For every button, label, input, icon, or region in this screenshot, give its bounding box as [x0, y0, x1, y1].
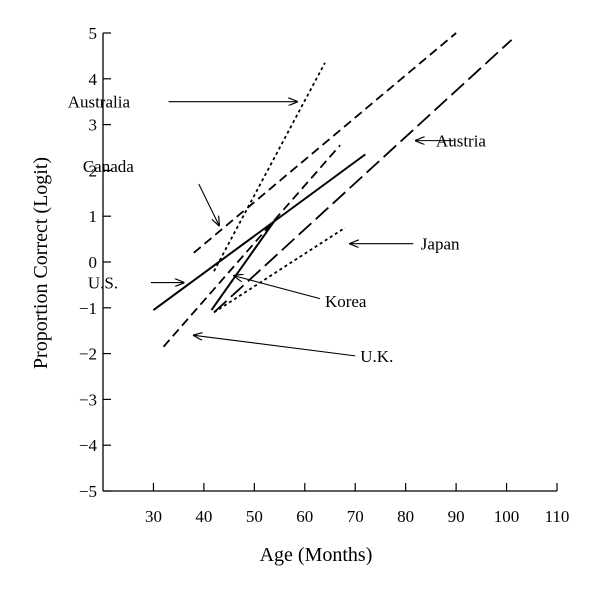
x-tick-label: 100 [494, 507, 520, 526]
y-tick-label: −2 [79, 345, 97, 364]
series-label-austria: Austria [436, 132, 487, 151]
series-line-u-k [162, 144, 341, 348]
x-tick-label: 40 [195, 507, 212, 526]
arrow-korea [234, 276, 321, 300]
arrow-u-k [194, 335, 356, 357]
y-tick-label: 5 [89, 24, 98, 43]
y-axis-label: Proportion Correct (Logit) [30, 157, 52, 369]
series-annotations: Australia Canada Austria Japan U.S. Korea U.K. [68, 93, 487, 366]
y-tick-label: 4 [89, 70, 98, 89]
series-line-austria [213, 39, 513, 314]
y-tick-label: −1 [79, 299, 97, 318]
x-tick-label: 30 [145, 507, 162, 526]
series-line-japan [213, 226, 346, 314]
series-line-canada [193, 32, 457, 254]
series-label-australia: Australia [68, 93, 131, 112]
arrow-canada [198, 183, 219, 225]
x-tick-label: 70 [347, 507, 364, 526]
series-line-u-s [152, 153, 366, 311]
series-label-korea: Korea [325, 292, 367, 311]
x-tick-label: 50 [246, 507, 263, 526]
x-axis-label: Age (Months) [260, 544, 373, 566]
series-label-canada: Canada [83, 157, 134, 176]
x-axis: 30 40 50 60 70 80 90 100 110 [145, 483, 569, 526]
y-tick-label: 0 [89, 253, 98, 272]
series-lines [152, 32, 513, 348]
y-tick-label: 2 [89, 161, 98, 180]
series-line-korea [210, 220, 276, 311]
series-label-japan: Japan [421, 235, 460, 254]
series-label-u-k: U.K. [360, 347, 393, 366]
x-tick-label: 110 [545, 507, 570, 526]
series-line-australia [213, 62, 326, 272]
y-tick-label: −3 [79, 390, 97, 409]
y-tick-label: 1 [89, 207, 98, 226]
y-axis: 5 4 3 2 1 0 −1 −2 −3 −4 −5 [79, 24, 111, 501]
y-tick-label: −5 [79, 482, 97, 501]
y-tick-label: 3 [89, 116, 98, 135]
x-tick-label: 90 [448, 507, 465, 526]
series-label-u-s: U.S. [88, 274, 118, 293]
y-tick-label: −4 [79, 436, 98, 455]
x-tick-label: 60 [296, 507, 313, 526]
x-tick-label: 80 [397, 507, 414, 526]
